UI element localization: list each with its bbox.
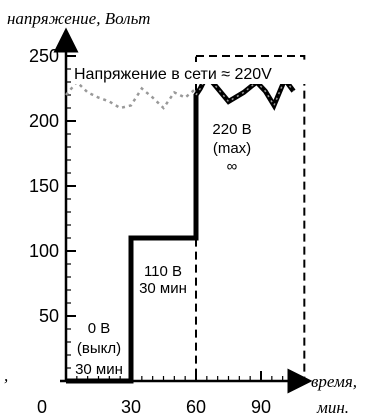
segment-2-voltage: 110 В (144, 263, 182, 280)
y-tick-label: 50 (39, 306, 59, 326)
segment-1-duration: 30 мин (75, 361, 123, 378)
x-ticks: 0 30 60 90 (37, 371, 295, 417)
y-tick-label: 150 (29, 176, 59, 196)
y-tick-label: 100 (29, 241, 59, 261)
segment-1-voltage: 0 В (88, 320, 111, 337)
y-tick-label: 200 (29, 111, 59, 131)
x-axis-title-line2: мин. (316, 398, 349, 417)
segment-3-voltage: 220 В (212, 121, 251, 138)
legend-label-bg (71, 62, 327, 84)
segment-3-duration: ∞ (227, 158, 238, 175)
y-ticks: 50 100 150 200 250 (29, 42, 76, 369)
x-axis-title-line1: время, (311, 372, 357, 391)
max-voltage-box (195, 55, 306, 382)
cut-off-text: , (4, 366, 8, 385)
segment-3-annotation: 220 В (max) ∞ (212, 121, 251, 175)
x-tick-label: 0 (37, 397, 47, 417)
y-tick-label: 250 (29, 46, 59, 66)
segment-3-state: (max) (213, 140, 251, 157)
segment-2-duration: 30 мин (139, 280, 187, 297)
series-mains-voltage (65, 80, 197, 110)
segment-1-annotation: 0 В (выкл) 30 мин (75, 320, 123, 378)
x-tick-label: 60 (186, 397, 206, 417)
y-axis-title: напряжение, Вольт (7, 9, 150, 28)
legend-label: Напряжение в сети ≈ 220V (74, 66, 272, 83)
segment-2-annotation: 110 В 30 мин (139, 263, 187, 297)
segment-1-state: (выкл) (77, 340, 121, 357)
series-output-dots (195, 74, 295, 108)
x-tick-label: 30 (121, 397, 141, 417)
x-tick-label: 90 (251, 397, 271, 417)
